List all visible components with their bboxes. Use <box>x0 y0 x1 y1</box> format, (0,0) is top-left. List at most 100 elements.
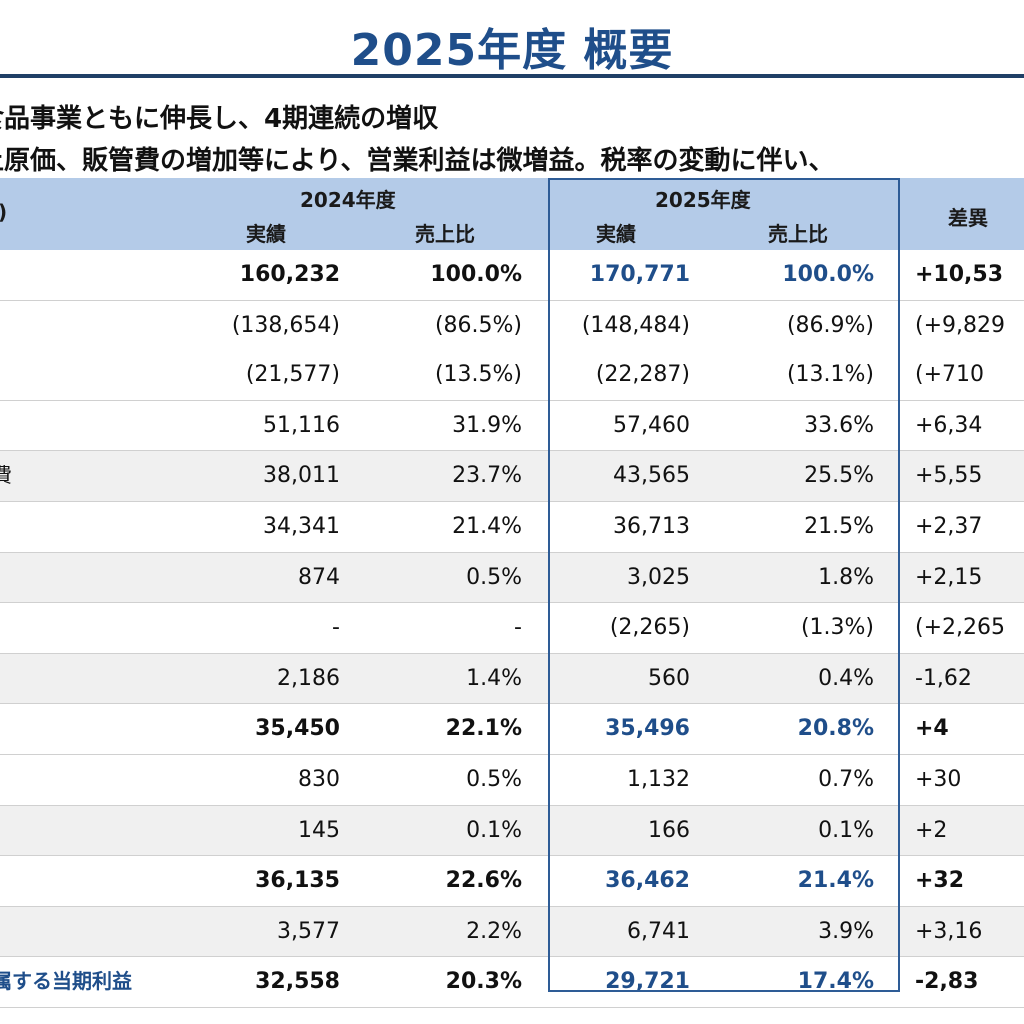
cell-diff: (+2,265 <box>915 615 1005 641</box>
table-row: 145 0.1% 166 0.1% +2 <box>0 805 1024 857</box>
cell-2024-actual: 34,341 <box>263 513 340 539</box>
cell-2024-ratio: 0.5% <box>466 766 522 792</box>
table-row: 830 0.5% 1,132 0.7% +30 <box>0 755 1024 806</box>
table-row: 費 38,011 23.7% 43,565 25.5% +5,55 <box>0 451 1024 502</box>
cell-2024-actual: 160,232 <box>239 262 340 287</box>
cell-diff: +32 <box>915 868 965 894</box>
table-row: 874 0.5% 3,025 1.8% +2,15 <box>0 552 1024 604</box>
table-row: 35,450 22.1% 35,496 20.8% +4 <box>0 704 1024 755</box>
table-row: - - (2,265) (1.3%) (+2,265 <box>0 603 1024 654</box>
table-row: 2,186 1.4% 560 0.4% -1,62 <box>0 653 1024 705</box>
cell-2025-ratio: 1.8% <box>818 564 874 590</box>
cell-diff: -2,83 <box>915 969 979 995</box>
table-row: 3,577 2.2% 6,741 3.9% +3,16 <box>0 906 1024 958</box>
header-2025-actual: 実績 <box>596 222 636 246</box>
cell-diff: +10,53 <box>915 262 1004 287</box>
cell-2025-actual: (22,287) <box>595 362 690 388</box>
cell-2025-ratio: 3.9% <box>818 918 874 944</box>
header-diff: 差異 <box>948 206 988 230</box>
cell-2025-actual: 1,132 <box>627 766 690 792</box>
cell-2025-actual: 36,713 <box>613 513 690 539</box>
table-row: 36,135 22.6% 36,462 21.4% +32 <box>0 856 1024 907</box>
cell-2025-actual: 57,460 <box>613 412 690 438</box>
header-year-2024: 2024年度 <box>300 188 396 212</box>
cell-2025-actual: 29,721 <box>605 969 690 995</box>
cell-2025-ratio: (1.3%) <box>800 615 874 641</box>
cell-2025-ratio: 33.6% <box>804 412 874 438</box>
cell-diff: +2 <box>915 817 948 843</box>
cell-2024-actual: (21,577) <box>245 362 340 388</box>
financial-summary-table: ) 2024年度 実績 売上比 2025年度 実績 売上比 差異 160,232… <box>0 178 1024 1008</box>
cell-2025-actual: 43,565 <box>613 463 690 489</box>
cell-2024-actual: 35,450 <box>255 716 340 742</box>
cell-2025-ratio: (13.1%) <box>786 362 874 388</box>
cell-2024-ratio: 21.4% <box>452 513 522 539</box>
cell-2024-ratio: 23.7% <box>452 463 522 489</box>
title-divider <box>0 74 1024 78</box>
cell-2025-actual: (148,484) <box>581 312 690 338</box>
cell-2025-ratio: 100.0% <box>782 262 874 287</box>
cell-2024-actual: (138,654) <box>231 312 340 338</box>
cell-2024-actual: - <box>332 615 340 641</box>
header-2024-ratio: 売上比 <box>415 222 475 246</box>
cell-2025-ratio: 0.1% <box>818 817 874 843</box>
cell-2024-actual: 830 <box>298 766 340 792</box>
cell-2024-actual: 874 <box>298 564 340 590</box>
cell-2024-ratio: 0.5% <box>466 564 522 590</box>
cell-2025-actual: 560 <box>648 665 690 691</box>
table-row: 160,232 100.0% 170,771 100.0% +10,53 <box>0 250 1024 301</box>
header-year-2025: 2025年度 <box>655 188 751 212</box>
cell-2025-actual: 170,771 <box>589 262 690 287</box>
unit-label: ) <box>0 200 7 224</box>
cell-2024-actual: 36,135 <box>255 868 340 894</box>
cell-2025-ratio: 25.5% <box>804 463 874 489</box>
cell-2024-actual: 32,558 <box>255 969 340 995</box>
cell-2024-ratio: 1.4% <box>466 665 522 691</box>
cell-2024-ratio: 20.3% <box>445 969 522 995</box>
summary-bullet-2: 上原価、販管費の増加等により、営業利益は微増益。税率の変動に伴い、 <box>0 146 835 176</box>
table-row: (21,577) (13.5%) (22,287) (13.1%) (+710 <box>0 350 1024 401</box>
summary-bullet-1: 食品事業ともに伸長し、4期連続の増収 <box>0 104 439 134</box>
page-title: 2025年度 概要 <box>350 25 674 76</box>
cell-2025-ratio: (86.9%) <box>786 312 874 338</box>
cell-diff: +6,34 <box>915 412 983 438</box>
cell-2025-ratio: 0.7% <box>818 766 874 792</box>
cell-diff: (+710 <box>915 362 985 388</box>
cell-2024-ratio: 0.1% <box>466 817 522 843</box>
cell-2024-ratio: (86.5%) <box>434 312 522 338</box>
table-row: 属する当期利益 32,558 20.3% 29,721 17.4% -2,83 <box>0 957 1024 1008</box>
cell-2024-ratio: 31.9% <box>452 412 522 438</box>
cell-2024-ratio: 22.6% <box>445 868 522 894</box>
cell-2024-actual: 145 <box>298 817 340 843</box>
cell-diff: -1,62 <box>915 665 972 691</box>
cell-2025-actual: 166 <box>648 817 690 843</box>
table-row: 51,116 31.9% 57,460 33.6% +6,34 <box>0 401 1024 452</box>
cell-2025-ratio: 21.5% <box>804 513 874 539</box>
row-label: 属する当期利益 <box>0 969 132 994</box>
cell-diff: +4 <box>915 716 949 742</box>
table-header: ) 2024年度 実績 売上比 2025年度 実績 売上比 差異 <box>0 178 1024 250</box>
cell-2024-ratio: 2.2% <box>466 918 522 944</box>
table-row: (138,654) (86.5%) (148,484) (86.9%) (+9,… <box>0 301 1024 351</box>
table-row: 34,341 21.4% 36,713 21.5% +2,37 <box>0 502 1024 553</box>
header-2024-actual: 実績 <box>246 222 286 246</box>
cell-2024-ratio: - <box>514 615 522 641</box>
cell-diff: +3,16 <box>915 918 983 944</box>
cell-2025-actual: 36,462 <box>605 868 690 894</box>
cell-diff: +5,55 <box>915 463 983 489</box>
cell-2025-ratio: 17.4% <box>797 969 874 995</box>
cell-2025-actual: 6,741 <box>627 918 690 944</box>
cell-2024-ratio: (13.5%) <box>434 362 522 388</box>
cell-2024-actual: 38,011 <box>263 463 340 489</box>
cell-2024-ratio: 100.0% <box>430 262 522 287</box>
cell-2025-actual: 3,025 <box>627 564 690 590</box>
cell-diff: +2,37 <box>915 513 983 539</box>
cell-diff: +2,15 <box>915 564 983 590</box>
header-2025-ratio: 売上比 <box>768 222 828 246</box>
cell-2024-ratio: 22.1% <box>445 716 522 742</box>
cell-2024-actual: 3,577 <box>277 918 340 944</box>
cell-2024-actual: 2,186 <box>277 665 340 691</box>
cell-2025-actual: (2,265) <box>609 615 690 641</box>
row-label: 費 <box>0 463 12 488</box>
cell-2025-ratio: 0.4% <box>818 665 874 691</box>
